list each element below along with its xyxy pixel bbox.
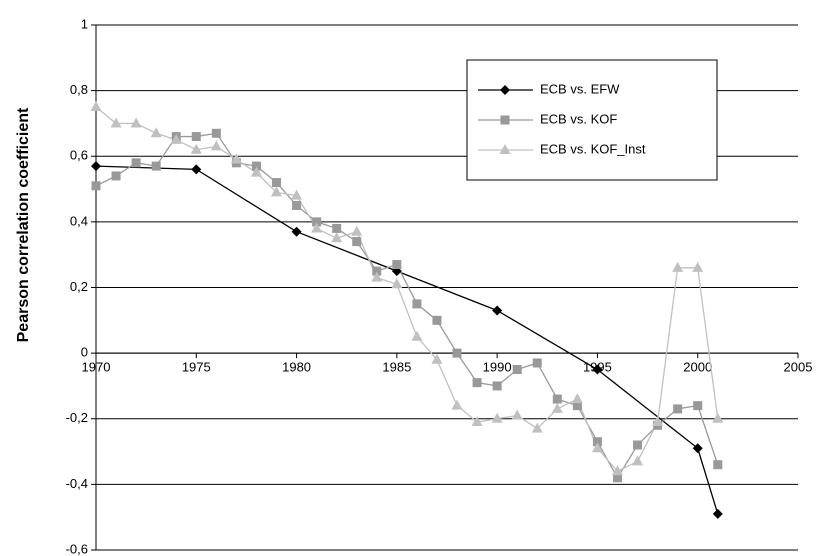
- marker: [571, 393, 583, 404]
- marker: [191, 164, 202, 175]
- legend-marker: [500, 115, 510, 125]
- marker: [531, 422, 543, 433]
- marker: [392, 260, 402, 270]
- marker: [412, 299, 422, 309]
- marker: [551, 402, 563, 413]
- marker: [111, 171, 121, 181]
- marker: [692, 443, 703, 454]
- marker: [371, 271, 383, 282]
- marker: [230, 153, 242, 164]
- x-tick-label: 1970: [82, 360, 111, 375]
- marker: [632, 455, 644, 466]
- y-tick-label: -0,2: [66, 410, 88, 425]
- marker: [693, 401, 703, 411]
- marker: [131, 158, 141, 168]
- marker: [130, 117, 142, 128]
- marker: [431, 353, 443, 364]
- marker: [611, 465, 623, 476]
- legend: ECB vs. EFW ECB vs. KOF ECB vs. KOF_Inst: [466, 59, 718, 181]
- marker: [271, 186, 283, 197]
- marker: [511, 409, 523, 420]
- legend-label: ECB vs. EFW: [540, 81, 620, 96]
- marker: [291, 226, 302, 237]
- marker: [91, 181, 101, 191]
- marker: [472, 378, 482, 388]
- marker: [492, 381, 502, 391]
- marker: [151, 161, 161, 171]
- marker: [372, 266, 382, 276]
- legend-marker: [499, 144, 511, 154]
- marker: [692, 261, 704, 272]
- legend-marker: [500, 85, 510, 95]
- marker: [211, 128, 221, 138]
- marker: [251, 161, 261, 171]
- marker: [411, 330, 423, 341]
- legend-label: ECB vs. KOF_Inst: [540, 141, 646, 156]
- marker: [272, 178, 282, 187]
- x-tick-label: 1990: [483, 360, 512, 375]
- marker: [150, 127, 162, 138]
- y-tick-label: 0,6: [70, 148, 88, 163]
- marker: [713, 460, 723, 470]
- marker: [452, 348, 462, 358]
- y-tick-label: -0,6: [66, 541, 88, 556]
- marker: [432, 315, 442, 325]
- x-tick-label: 2005: [784, 360, 813, 375]
- marker: [612, 473, 622, 483]
- marker: [672, 261, 684, 272]
- marker: [291, 189, 303, 200]
- marker: [532, 358, 542, 368]
- y-tick-label: 0,8: [70, 82, 88, 97]
- marker: [471, 416, 483, 427]
- marker: [391, 278, 403, 289]
- marker: [512, 365, 522, 375]
- y-tick-label: -0,4: [66, 476, 88, 491]
- y-tick-label: 0,2: [70, 279, 88, 294]
- marker: [351, 225, 363, 236]
- marker: [673, 404, 683, 414]
- marker: [352, 237, 362, 247]
- marker: [190, 143, 202, 154]
- marker: [332, 223, 342, 233]
- series-line: [95, 106, 719, 473]
- marker: [311, 222, 323, 233]
- y-tick-label: 1: [81, 16, 88, 31]
- marker: [451, 399, 463, 410]
- y-axis-title: Pearson correlation coefficient: [15, 107, 32, 342]
- marker: [491, 412, 503, 423]
- legend-label: ECB vs. KOF: [540, 111, 617, 126]
- marker: [712, 508, 723, 519]
- marker: [210, 140, 222, 151]
- marker: [110, 117, 122, 128]
- x-tick-label: 1985: [382, 360, 411, 375]
- marker: [170, 133, 182, 144]
- x-tick-label: 2000: [683, 360, 712, 375]
- x-tick-label: 1975: [182, 360, 211, 375]
- x-tick-label: 1980: [282, 360, 311, 375]
- series-line: [95, 165, 719, 515]
- marker: [312, 217, 322, 227]
- marker: [592, 364, 603, 375]
- marker: [492, 305, 503, 316]
- marker: [191, 132, 201, 142]
- marker: [592, 437, 602, 447]
- marker: [90, 101, 102, 112]
- marker: [712, 412, 724, 423]
- marker: [552, 394, 562, 404]
- y-tick-label: 0,4: [70, 213, 88, 228]
- marker: [250, 166, 262, 177]
- marker: [652, 416, 664, 427]
- marker: [591, 442, 603, 453]
- marker: [292, 200, 302, 210]
- series-line: [95, 132, 719, 480]
- marker: [572, 401, 582, 411]
- marker: [91, 161, 101, 172]
- y-tick-label: 0: [81, 345, 88, 360]
- marker: [633, 440, 643, 450]
- marker: [331, 232, 343, 243]
